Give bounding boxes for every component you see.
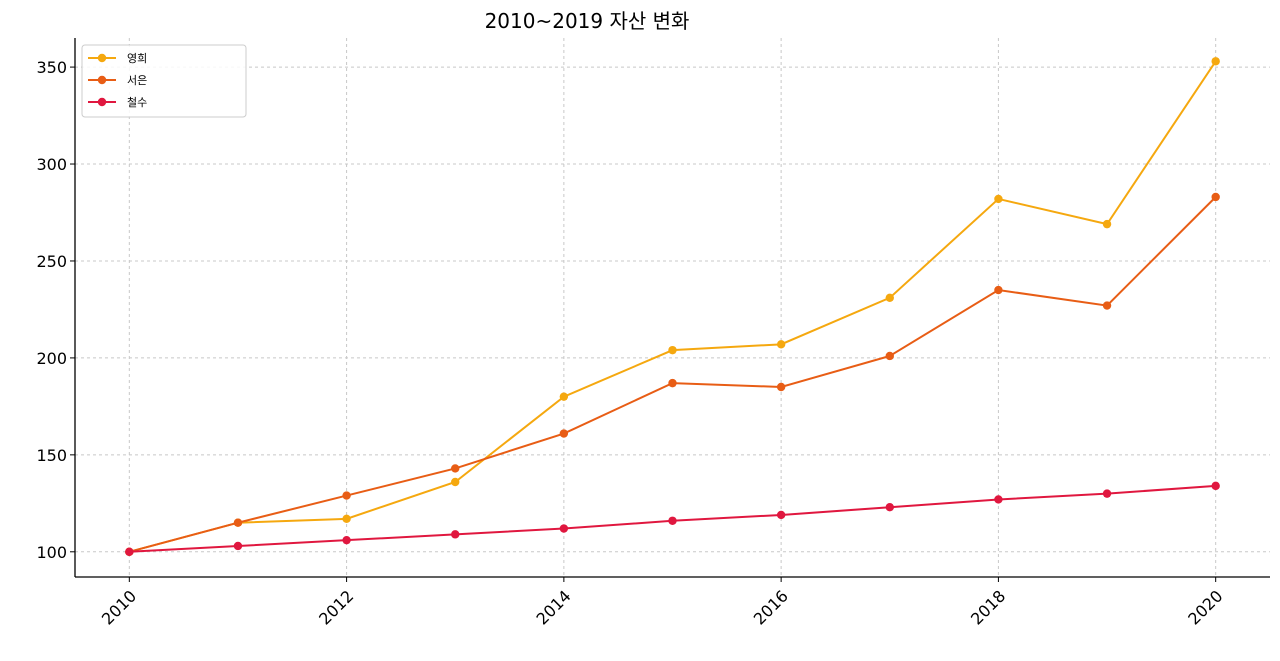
legend-item: 서은	[88, 74, 147, 87]
data-point	[451, 477, 460, 487]
x-tick-label: 2018	[967, 586, 1009, 628]
data-point	[885, 293, 894, 303]
x-tick-label: 2012	[315, 586, 357, 628]
y-tick-label: 100	[36, 543, 67, 562]
data-point	[994, 495, 1003, 504]
legend-item: 영희	[88, 52, 147, 65]
data-point	[1102, 489, 1112, 498]
data-point	[1211, 192, 1220, 202]
data-point	[342, 491, 351, 500]
y-tick-label: 350	[36, 58, 67, 77]
data-point	[776, 382, 786, 392]
data-point	[125, 547, 134, 556]
data-point	[451, 464, 460, 473]
legend-label: 영희	[127, 52, 147, 65]
series-1	[125, 57, 1220, 556]
legend-marker	[97, 53, 107, 63]
data-point	[451, 530, 460, 539]
data-point	[885, 503, 894, 512]
data-point	[776, 340, 786, 349]
data-point	[559, 524, 569, 533]
series-2	[125, 192, 1220, 556]
series-layer	[125, 57, 1220, 556]
legend-marker	[97, 75, 107, 85]
data-point	[994, 285, 1003, 295]
data-point	[1211, 481, 1220, 491]
x-tick-label: 2020	[1184, 586, 1226, 628]
y-tick-label: 250	[36, 252, 67, 271]
y-tick-label: 200	[36, 349, 67, 368]
data-point	[342, 514, 351, 524]
data-point	[668, 345, 677, 355]
data-point	[994, 194, 1003, 204]
data-point	[342, 535, 351, 545]
legend-label: 서은	[127, 74, 147, 87]
data-point	[559, 429, 569, 438]
data-point	[668, 516, 677, 525]
data-point	[559, 392, 569, 401]
series-line	[129, 60, 1217, 553]
axes: 100 150 200 250 300 350 2010 2012 2014 2016 2018 20…	[36, 38, 1270, 629]
data-point	[776, 510, 786, 520]
chart-title: 2010~2019 자산 변화	[485, 9, 690, 33]
data-point	[885, 351, 894, 361]
grid	[75, 38, 1270, 577]
legend-item: 철수	[88, 96, 147, 109]
data-point	[1102, 301, 1112, 310]
data-point	[233, 518, 243, 527]
legend-marker	[97, 97, 107, 107]
y-tick-label: 300	[36, 155, 67, 174]
y-tick-label: 150	[36, 446, 67, 465]
x-tick-label: 2010	[98, 586, 140, 628]
data-point	[668, 378, 677, 388]
series-line	[129, 196, 1217, 553]
data-point	[1211, 57, 1220, 66]
data-point	[233, 541, 243, 551]
series-3	[125, 481, 1220, 556]
data-point	[1102, 219, 1112, 229]
legend-label: 철수	[127, 96, 147, 109]
x-tick-label: 2016	[750, 586, 792, 628]
legend-box	[81, 44, 247, 118]
x-tick-label: 2014	[532, 586, 574, 628]
